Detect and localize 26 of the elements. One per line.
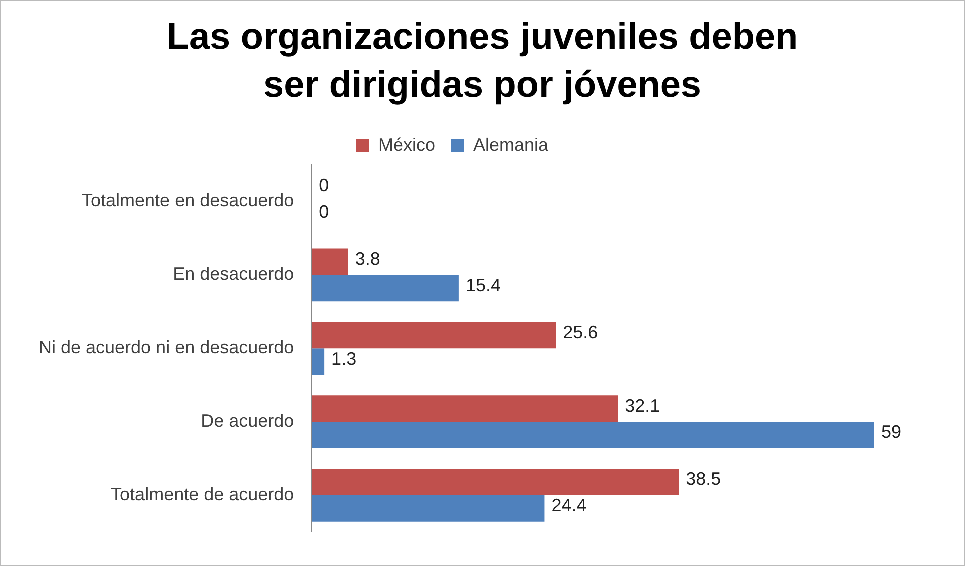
bar xyxy=(312,396,618,422)
data-label: 24.4 xyxy=(552,496,587,516)
bar xyxy=(312,322,556,349)
data-label: 0 xyxy=(319,175,330,196)
legend-label: México xyxy=(378,134,436,155)
y-tick-label: En desacuerdo xyxy=(173,264,294,284)
y-tick-label: Totalmente de acuerdo xyxy=(111,484,294,504)
data-label: 1.3 xyxy=(332,348,357,369)
bar xyxy=(312,275,459,302)
legend-label: Alemania xyxy=(473,134,550,155)
data-label: 15.4 xyxy=(466,275,501,296)
y-tick-label: Ni de acuerdo ni en desacuerdo xyxy=(38,338,294,358)
y-tick-label: Totalmente en desacuerdo xyxy=(82,190,294,211)
data-label: 38.5 xyxy=(686,469,722,490)
y-tick-label: De acuerdo xyxy=(201,411,294,432)
bar xyxy=(312,495,545,522)
bar xyxy=(312,422,874,448)
chart-title: Las organizaciones juveniles deben ser dirigidas por jóvenes xyxy=(166,15,800,107)
data-label: 59 xyxy=(881,422,902,442)
data-label: 32.1 xyxy=(625,396,660,416)
data-label: 25.6 xyxy=(563,322,598,342)
data-label: 3.8 xyxy=(355,248,380,269)
bar xyxy=(312,348,325,376)
bar xyxy=(312,469,680,496)
bar xyxy=(312,248,348,276)
data-label: 0 xyxy=(319,202,330,222)
